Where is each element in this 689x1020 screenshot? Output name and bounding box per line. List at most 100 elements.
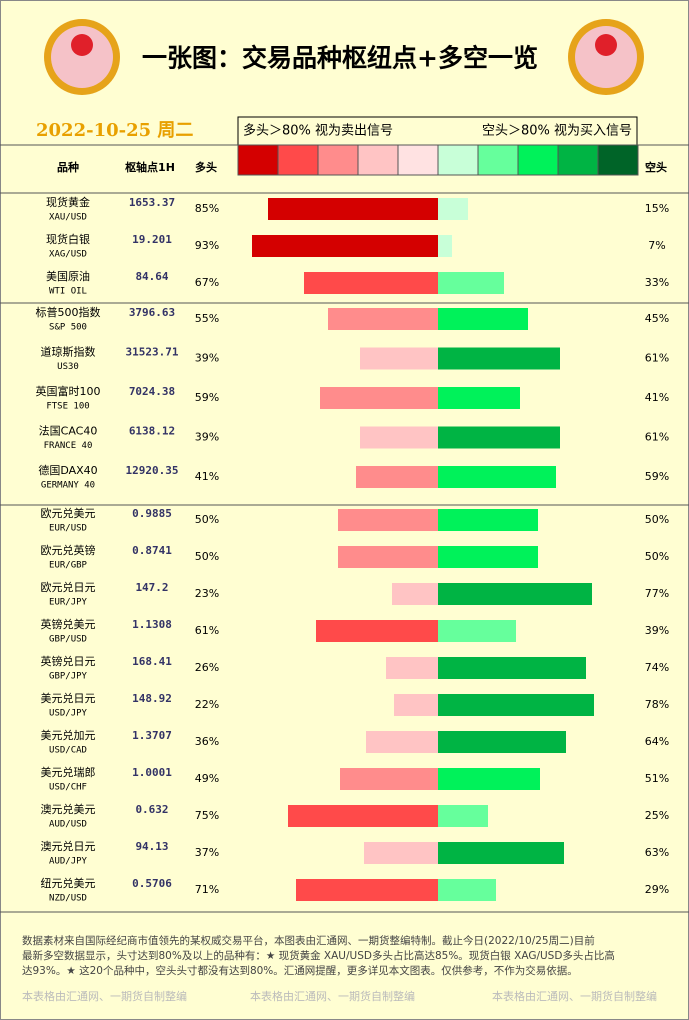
pivot: 7024.38: [129, 385, 175, 398]
long-bar: [360, 426, 438, 449]
legend-short: 空头＞80% 视为买入信号: [482, 124, 632, 139]
short-bar: [438, 347, 560, 370]
row-code: GERMANY 40: [41, 481, 95, 491]
row-name: 欧元兑英镑: [41, 543, 96, 557]
legend-long: 多头＞80% 视为卖出信号: [243, 123, 393, 139]
long-bar: [366, 731, 438, 753]
long-label: 59%: [195, 391, 219, 404]
long-label: 50%: [195, 513, 219, 526]
pivot: 0.632: [135, 803, 168, 816]
row-name: 英镑兑美元: [41, 617, 96, 631]
short-label: 61%: [645, 431, 669, 444]
short-bar: [438, 657, 586, 679]
row-code: AUD/JPY: [49, 857, 88, 867]
col-header: 多头: [195, 160, 217, 174]
row-name: 现货黄金: [46, 195, 90, 209]
long-label: 36%: [195, 735, 219, 748]
row-code: EUR/JPY: [49, 598, 88, 608]
long-label: 41%: [195, 470, 219, 483]
logo: [568, 19, 644, 95]
long-bar: [252, 235, 438, 257]
row-name: 道琼斯指数: [41, 345, 96, 359]
row-code: AUD/USD: [49, 820, 87, 830]
long-label: 75%: [195, 809, 219, 822]
short-bar: [438, 308, 528, 330]
row-code: NZD/USD: [49, 894, 87, 904]
row-code: FRANCE 40: [44, 441, 93, 451]
pivot: 3796.63: [129, 306, 175, 319]
col-header: 空头: [645, 160, 667, 174]
row-name: 标普500指数: [36, 305, 101, 319]
pivot: 12920.35: [126, 464, 179, 477]
row-code: USD/CHF: [49, 783, 87, 793]
row-code: GBP/USD: [49, 635, 87, 645]
short-label: 51%: [645, 772, 669, 785]
long-bar: [360, 347, 438, 370]
short-label: 41%: [645, 391, 669, 404]
legend-swatch: [597, 144, 639, 176]
long-label: 49%: [195, 772, 219, 785]
pivot: 0.8741: [132, 544, 172, 557]
short-label: 15%: [645, 202, 669, 215]
short-label: 33%: [645, 276, 669, 289]
long-label: 39%: [195, 431, 219, 444]
short-bar: [438, 731, 566, 753]
short-bar: [438, 805, 488, 827]
long-label: 85%: [195, 202, 219, 215]
footer-note: 最新多空数据显示，头寸达到80%及以上的品种有：★ 现货黄金 XAU/USD多头…: [22, 949, 615, 962]
short-label: 74%: [645, 661, 669, 674]
short-label: 78%: [645, 698, 669, 711]
pivot: 84.64: [135, 270, 168, 283]
long-bar: [338, 509, 438, 531]
pivot: 0.5706: [132, 877, 172, 890]
row-name: 英国富时100: [36, 384, 101, 398]
short-label: 59%: [645, 470, 669, 483]
legend-swatch: [237, 144, 279, 176]
long-bar: [386, 657, 438, 679]
col-header: 品种: [57, 160, 79, 174]
short-bar: [438, 620, 516, 642]
long-label: 93%: [195, 239, 219, 252]
long-label: 37%: [195, 846, 219, 859]
row-name: 美元兑瑞郎: [41, 765, 96, 779]
short-bar: [438, 387, 520, 409]
short-label: 45%: [645, 312, 669, 325]
short-label: 64%: [645, 735, 669, 748]
long-bar: [288, 805, 438, 827]
pivot: 31523.71: [126, 346, 179, 359]
pivot: 168.41: [132, 655, 172, 668]
short-bar: [438, 272, 504, 294]
short-label: 39%: [645, 624, 669, 637]
long-bar: [316, 620, 438, 642]
row-code: GBP/JPY: [49, 672, 88, 682]
long-label: 67%: [195, 276, 219, 289]
row-name: 欧元兑日元: [41, 580, 96, 594]
logo: [44, 19, 120, 95]
watermark: 本表格由汇通网、一期货自制整编: [250, 989, 415, 1003]
row-name: 纽元兑美元: [41, 876, 96, 890]
row-name: 美元兑加元: [41, 728, 96, 742]
long-bar: [328, 308, 438, 330]
short-bar: [438, 426, 560, 449]
pivot: 1.1308: [132, 618, 172, 631]
long-bar: [296, 879, 438, 901]
short-bar: [438, 879, 496, 901]
short-bar: [438, 842, 564, 864]
legend-swatch: [277, 144, 319, 176]
row-code: USD/CAD: [49, 746, 87, 756]
long-bar: [320, 387, 438, 409]
row-code: WTI OIL: [49, 287, 87, 297]
row-code: XAG/USD: [49, 250, 87, 260]
pivot: 1.0001: [132, 766, 172, 779]
legend-swatch: [317, 144, 359, 176]
watermark: 本表格由汇通网、一期货自制整编: [22, 989, 187, 1003]
short-label: 61%: [645, 352, 669, 365]
row-code: US30: [57, 362, 79, 372]
row-name: 法国CAC40: [39, 424, 98, 438]
long-label: 39%: [195, 352, 219, 365]
watermark: 本表格由汇通网、一期货自制整编: [492, 989, 657, 1003]
long-bar: [394, 694, 438, 716]
legend-swatch: [477, 144, 519, 176]
pivot: 1653.37: [129, 196, 175, 209]
